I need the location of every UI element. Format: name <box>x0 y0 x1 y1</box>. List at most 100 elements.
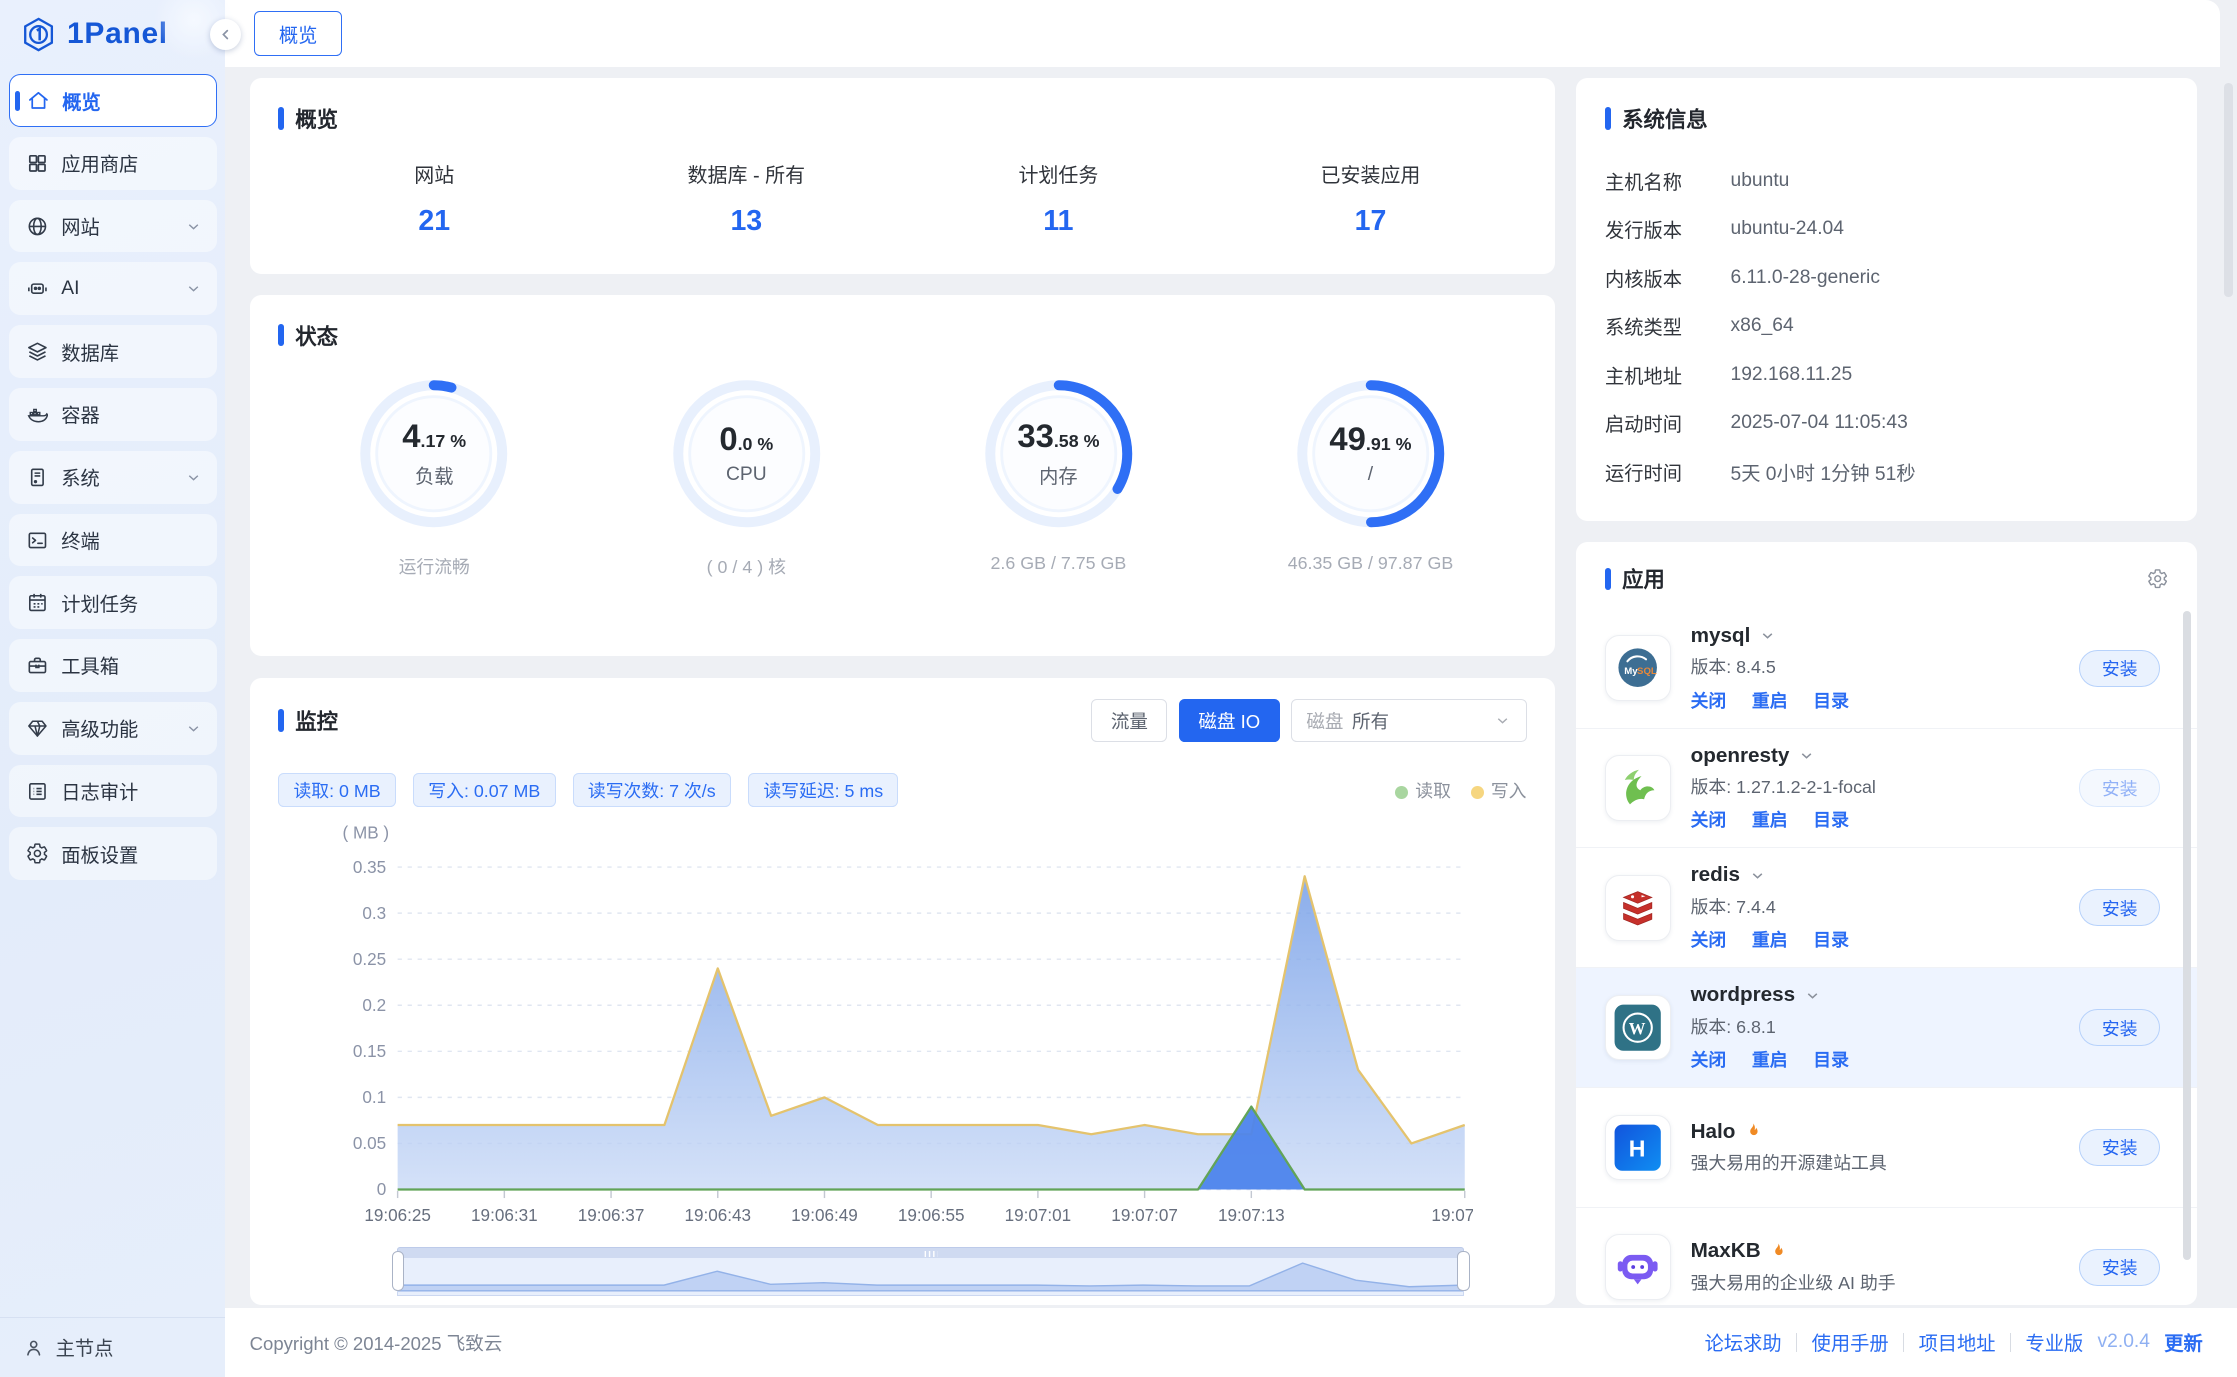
install-button[interactable]: 安装 <box>2079 1009 2160 1047</box>
page-scrollbar[interactable] <box>2224 82 2233 297</box>
sidebar-item-website[interactable]: 网站 <box>8 199 217 253</box>
svg-text:SQL: SQL <box>1637 667 1657 678</box>
sidebar-item-ai[interactable]: AI <box>8 262 217 316</box>
toolbox-icon <box>28 657 46 674</box>
overview-card: 概览 网站 21 数据库 - 所有 13 计划任务 11 <box>249 78 1556 274</box>
datazoom-right-handle[interactable] <box>1457 1251 1471 1292</box>
chevron-down-icon[interactable] <box>1749 867 1766 884</box>
disk-io-button[interactable]: 磁盘 IO <box>1178 699 1280 742</box>
openresty-logo-icon <box>1604 755 1671 821</box>
disk-select[interactable]: 磁盘 所有 <box>1291 699 1527 742</box>
app-directory-link[interactable]: 目录 <box>1813 1050 1849 1071</box>
apps-scrollbar[interactable] <box>2182 610 2192 1260</box>
install-button[interactable]: 安装 <box>2079 1128 2160 1167</box>
apps-card: 应用 My SQL mysql 版本: 8.4.5 <box>1576 542 2198 1306</box>
sidebar-item-logs[interactable]: 日志审计 <box>8 764 217 818</box>
svg-text:19:06:43: 19:06:43 <box>684 1206 751 1225</box>
logo[interactable]: 1Panel <box>0 0 234 68</box>
user-icon <box>26 1340 41 1356</box>
tab-overview[interactable]: 概览 <box>253 10 343 57</box>
sidebar-item-cron[interactable]: 计划任务 <box>8 576 217 630</box>
svg-text:My: My <box>1624 667 1638 678</box>
sidebar-item-container[interactable]: 容器 <box>8 388 217 441</box>
app-restart-link[interactable]: 重启 <box>1751 810 1788 831</box>
app-directory-link[interactable]: 目录 <box>1813 690 1849 711</box>
chart-datazoom-slider[interactable] <box>391 1247 1471 1296</box>
app-row-wordpress[interactable]: W wordpress 版本: 6.8.1 关闭 重启 目录 <box>1576 968 2198 1089</box>
legend-read[interactable]: 读取 <box>1395 777 1451 803</box>
sidebar-item-app-store[interactable]: 应用商店 <box>8 136 217 190</box>
sidebar-item-database[interactable]: 数据库 <box>8 325 217 379</box>
legend-write[interactable]: 写入 <box>1470 777 1527 803</box>
app-stop-link[interactable]: 关闭 <box>1690 1050 1727 1071</box>
chevron-down-icon <box>189 474 199 481</box>
monitor-controls: 流量 磁盘 IO 磁盘 所有 <box>1091 699 1527 742</box>
current-node[interactable]: 主节点 <box>0 1316 226 1377</box>
sidebar-item-settings[interactable]: 面板设置 <box>8 827 217 881</box>
gem-icon <box>27 720 47 737</box>
app-stop-link[interactable]: 关闭 <box>1690 930 1727 951</box>
sidebar-item-terminal[interactable]: 终端 <box>8 513 217 567</box>
footer-links: 论坛求助 使用手册 项目地址 专业版 v2.0.4 更新 <box>1705 1328 2203 1356</box>
chevron-down-icon[interactable] <box>1759 627 1776 644</box>
app-directory-link[interactable]: 目录 <box>1813 930 1849 951</box>
pro-edition-link[interactable]: 专业版 <box>2025 1334 2084 1356</box>
area-chart[interactable]: 0 0.05 0.1 0.15 0.2 0.25 0.3 0.35 ( MB ) 19:06:25… <box>332 810 1498 1232</box>
monitor-title: 监控 <box>278 705 338 736</box>
status-card: 状态 4.17 % 负载 <box>249 295 1556 657</box>
install-button[interactable]: 安装 <box>2079 889 2160 927</box>
system-info-title: 系统信息 <box>1604 103 2169 134</box>
read-legend-dot <box>1395 785 1409 799</box>
app-directory-link[interactable]: 目录 <box>1813 810 1849 831</box>
app-stop-link[interactable]: 关闭 <box>1690 810 1727 831</box>
app-restart-link[interactable]: 重启 <box>1751 930 1788 951</box>
app-row-halo[interactable]: H Halo 强大易用的开源建站工具 安装 <box>1576 1088 2198 1208</box>
svg-text:0.35: 0.35 <box>353 858 386 877</box>
stat-databases[interactable]: 数据库 - 所有 13 <box>687 165 806 238</box>
svg-text:0.3: 0.3 <box>362 904 386 923</box>
apps-settings-gear-icon[interactable] <box>2147 568 2168 589</box>
load-gauge: 4.17 % 负载 <box>351 371 516 536</box>
copyright-text: Copyright © 2014-2025 飞致云 <box>249 1332 503 1354</box>
app-row-maxkb[interactable]: MaxKB 强大易用的企业级 AI 助手 安装 <box>1576 1208 2197 1305</box>
status-gauges: 4.17 % 负载 运行流畅 <box>278 371 1526 580</box>
chevron-down-icon[interactable] <box>1798 747 1815 764</box>
stat-installed-apps[interactable]: 已安装应用 17 <box>1320 165 1421 238</box>
sidebar-item-advanced[interactable]: 高级功能 <box>8 701 217 755</box>
sidebar-collapse-button[interactable] <box>209 18 242 50</box>
datazoom-bar[interactable] <box>397 1247 1465 1259</box>
sidebar-item-toolbox[interactable]: 工具箱 <box>8 639 217 692</box>
latency-stat-tag: 读写延迟: 5 ms <box>748 773 899 808</box>
app-restart-link[interactable]: 重启 <box>1751 690 1788 711</box>
app-restart-link[interactable]: 重启 <box>1751 1050 1788 1071</box>
active-indicator <box>15 90 20 111</box>
app-row-mysql[interactable]: My SQL mysql 版本: 8.4.5 关闭 重启 目录 <box>1576 609 2198 729</box>
stat-websites[interactable]: 网站 21 <box>414 165 455 238</box>
install-button[interactable]: 安装 <box>2079 649 2160 687</box>
memory-gauge: 33.58 % 内存 <box>976 371 1141 536</box>
info-row-address: 主机地址 192.168.11.25 <box>1604 363 1853 388</box>
datazoom-left-handle[interactable] <box>391 1251 405 1292</box>
app-row-openresty[interactable]: openresty 版本: 1.27.1.2-2-1-focal 关闭 重启 目… <box>1576 729 2198 849</box>
monitor-card: 监控 流量 磁盘 IO 磁盘 所有 读取: 0 MB 写入: 0.07 <box>249 677 1556 1306</box>
install-button[interactable]: 安装 <box>2079 1248 2160 1286</box>
gauge-subtext: 46.35 GB / 97.87 GB <box>1287 553 1454 574</box>
info-row-arch: 系统类型 x86_64 <box>1604 315 1794 340</box>
maxkb-logo-icon <box>1604 1234 1671 1301</box>
chevron-down-icon[interactable] <box>1804 987 1821 1004</box>
gauge-load: 4.17 % 负载 运行流畅 <box>278 371 590 580</box>
app-row-redis[interactable]: redis 版本: 7.4.4 关闭 重启 目录 安装 <box>1576 848 2198 969</box>
traffic-button[interactable]: 流量 <box>1091 699 1168 742</box>
project-link[interactable]: 项目地址 <box>1918 1334 1996 1356</box>
title-bar-accent <box>278 323 284 347</box>
stat-cronjobs[interactable]: 计划任务 11 <box>1018 165 1099 238</box>
manual-link[interactable]: 使用手册 <box>1811 1334 1889 1356</box>
sidebar-item-system[interactable]: 系统 <box>8 450 217 504</box>
sidebar-item-overview[interactable]: 概览 <box>8 74 217 127</box>
app-stop-link[interactable]: 关闭 <box>1690 690 1727 711</box>
install-button-disabled: 安装 <box>2079 769 2160 807</box>
datazoom-track[interactable] <box>397 1258 1465 1296</box>
forum-help-link[interactable]: 论坛求助 <box>1704 1334 1782 1356</box>
update-link[interactable]: 更新 <box>2164 1334 2203 1356</box>
svg-text:19:07:31: 19:07:31 <box>1431 1206 1473 1225</box>
